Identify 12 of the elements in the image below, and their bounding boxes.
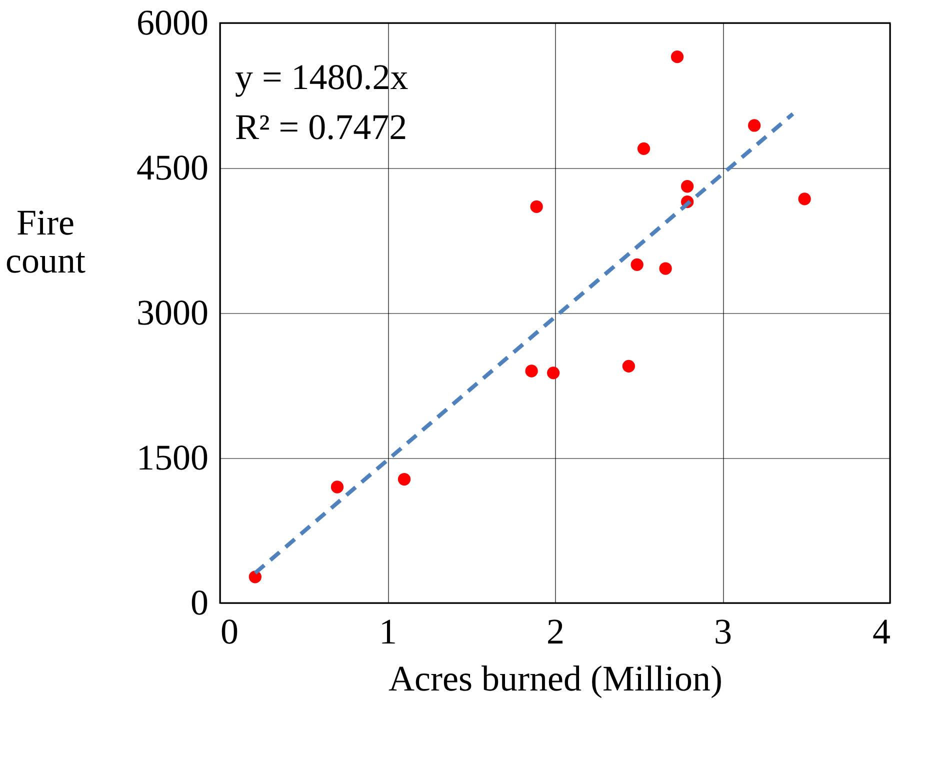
y-tick-label: 4500 [136,148,208,188]
x-tick-label: 2 [546,612,564,652]
y-tick-label: 3000 [136,292,208,332]
x-tick-label: 4 [872,612,890,652]
y-tick-label: 1500 [136,438,208,478]
y-tick-label: 6000 [136,2,208,42]
y-axis-title: Fire count [6,202,86,280]
y-tick-label: 0 [190,582,208,622]
x-tick-label: 3 [714,612,732,652]
x-axis-title: Acres burned (Million) [388,658,722,698]
x-tick-label: 1 [379,612,397,652]
x-tick-label: 0 [220,612,238,652]
